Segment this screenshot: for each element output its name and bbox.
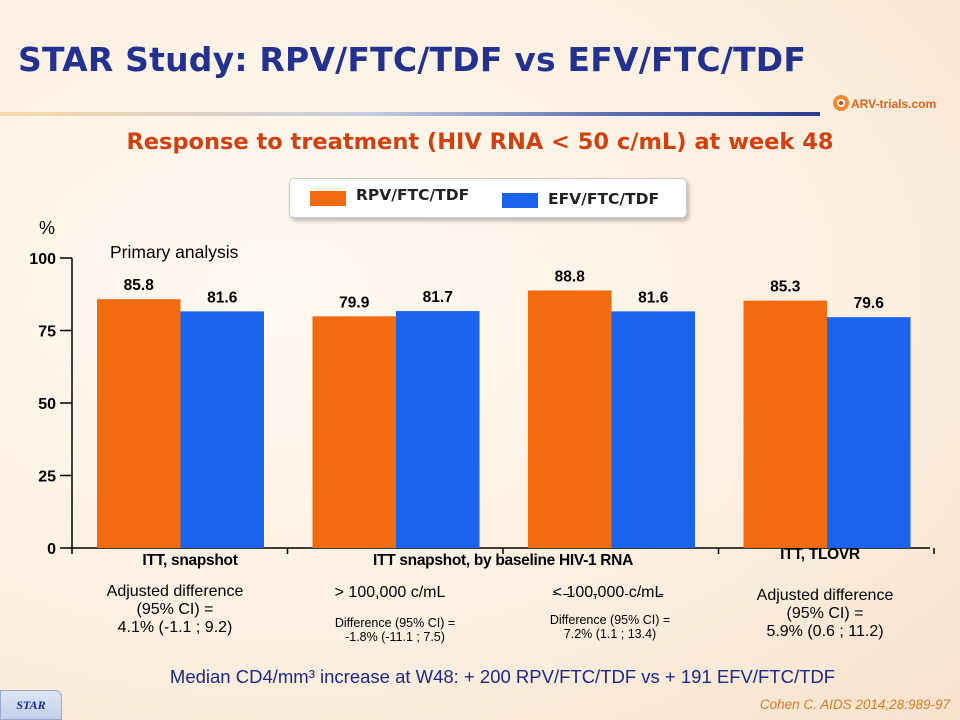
caption-stratum-high-diff: Difference (95% CI) = -1.8% (-11.1 ; 7.5… bbox=[310, 616, 480, 644]
bar-efv bbox=[396, 311, 480, 548]
caption-baseline-rna-title: ITT snapshot, by baseline HIV-1 RNA bbox=[373, 552, 633, 569]
caption-stratum-high: > 100,000 c/mL bbox=[334, 584, 446, 601]
caption-text: 4.1% (-1.1 ; 9.2) bbox=[117, 619, 233, 636]
caption-itt-tlovr-title: ITT, TLOVR bbox=[780, 546, 860, 563]
slide-title: STAR Study: RPV/FTC/TDF vs EFV/FTC/TDF bbox=[18, 40, 807, 79]
bar-value-label: 81.7 bbox=[423, 289, 453, 306]
bar-efv bbox=[611, 311, 695, 548]
caption-stratum-low: < 100,000 c/mL bbox=[552, 584, 664, 601]
caption-itt-snapshot-diff: Adjusted difference (95% CI) = 4.1% (-1.… bbox=[85, 583, 265, 637]
chart-value-labels: 85.8 81.6 79.9 81.7 88.8 81.6 85.3 79.6 bbox=[124, 268, 885, 312]
caption-itt-tlovr-diff: Adjusted difference (95% CI) = 5.9% (0.6… bbox=[735, 587, 915, 641]
y-tick-label: 25 bbox=[38, 469, 56, 486]
star-study-tab[interactable]: STAR bbox=[0, 690, 62, 720]
bar-value-label: 81.6 bbox=[638, 289, 669, 306]
caption-itt-snapshot-title: ITT, snapshot bbox=[142, 552, 238, 569]
caption-text: (95% CI) = bbox=[786, 605, 864, 622]
bar-value-label: 85.8 bbox=[124, 277, 155, 294]
y-tick-label: 100 bbox=[29, 251, 56, 268]
bar-rpv bbox=[97, 299, 181, 548]
cd4-footnote: Median CD4/mm³ increase at W48: + 200 RP… bbox=[169, 666, 836, 687]
bar-value-label: 88.8 bbox=[555, 268, 586, 285]
legend-label-rpv: RPV/FTC/TDF bbox=[356, 186, 470, 204]
title-divider bbox=[0, 112, 820, 116]
citation: Cohen C. AIDS 2014;28:989-97 bbox=[759, 697, 950, 712]
chart-subtitle: Response to treatment (HIV RNA < 50 c/mL… bbox=[126, 129, 834, 155]
arv-trials-logo: ARV-trials.com bbox=[832, 94, 950, 116]
bar-efv bbox=[827, 317, 911, 548]
primary-analysis-annotation: Primary analysis bbox=[110, 242, 239, 262]
caption-text: 7.2% (1.1 ; 13.4) bbox=[563, 627, 657, 641]
y-tick-label: 0 bbox=[47, 541, 56, 558]
legend-label-efv: EFV/FTC/TDF bbox=[548, 190, 660, 208]
legend-swatch-rpv bbox=[310, 191, 346, 206]
logo-text: ARV-trials.com bbox=[851, 97, 937, 111]
y-tick-label: 75 bbox=[38, 324, 56, 341]
caption-text: Adjusted difference bbox=[756, 587, 894, 604]
caption-text: -1.8% (-11.1 ; 7.5) bbox=[345, 630, 445, 644]
bar-efv bbox=[180, 311, 264, 548]
arv-logo-icon bbox=[833, 95, 849, 111]
chart-legend: RPV/FTC/TDF EFV/FTC/TDF bbox=[289, 178, 687, 218]
caption-text: Adjusted difference bbox=[106, 583, 244, 600]
caption-text: (95% CI) = bbox=[136, 601, 214, 618]
bar-value-label: 81.6 bbox=[207, 289, 238, 306]
bar-rpv bbox=[528, 290, 612, 548]
bar-rpv bbox=[312, 316, 396, 548]
bar-value-label: 79.6 bbox=[854, 295, 885, 312]
y-axis-label: % bbox=[39, 218, 55, 238]
chart-bars bbox=[97, 290, 911, 548]
caption-text: 5.9% (0.6 ; 11.2) bbox=[766, 623, 884, 640]
bar-rpv bbox=[743, 300, 827, 548]
caption-text: Difference (95% CI) = bbox=[549, 613, 671, 627]
caption-text: Difference (95% CI) = bbox=[334, 616, 456, 630]
bar-value-label: 85.3 bbox=[770, 279, 801, 296]
y-tick-label: 50 bbox=[38, 396, 56, 413]
legend-swatch-efv bbox=[502, 193, 538, 208]
bar-value-label: 79.9 bbox=[339, 294, 370, 311]
caption-stratum-low-diff: Difference (95% CI) = 7.2% (1.1 ; 13.4) bbox=[525, 613, 695, 641]
